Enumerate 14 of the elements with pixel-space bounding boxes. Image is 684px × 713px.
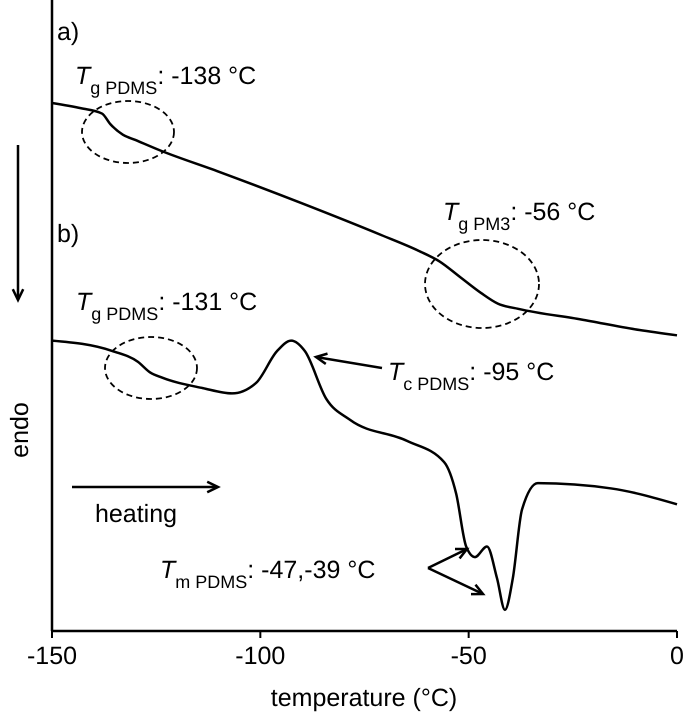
text: a) bbox=[57, 18, 80, 46]
x-axis-title: temperature (°C) bbox=[270, 684, 458, 712]
x-tick-label: -150 bbox=[26, 642, 78, 670]
annotation: T$_{g PM3}$: -56 °C bbox=[443, 198, 596, 234]
y-axis-title: endo bbox=[6, 402, 34, 458]
annotation: T$_{m PDMS}$: -47,-39 °C bbox=[160, 556, 376, 592]
x-tick-label: 0 bbox=[670, 642, 684, 670]
x-tick-label: -100 bbox=[235, 642, 286, 670]
annotation: b) bbox=[57, 220, 80, 248]
annotation: heating bbox=[95, 500, 178, 528]
x-tick-label: -50 bbox=[450, 642, 487, 670]
annotation: T$_{g PDMS}$: -131 °C bbox=[76, 288, 258, 324]
text: T$_{g PDMS}$: -138 °C bbox=[75, 62, 256, 98]
annotation: T$_{c PDMS}$: -95 °C bbox=[388, 358, 554, 394]
